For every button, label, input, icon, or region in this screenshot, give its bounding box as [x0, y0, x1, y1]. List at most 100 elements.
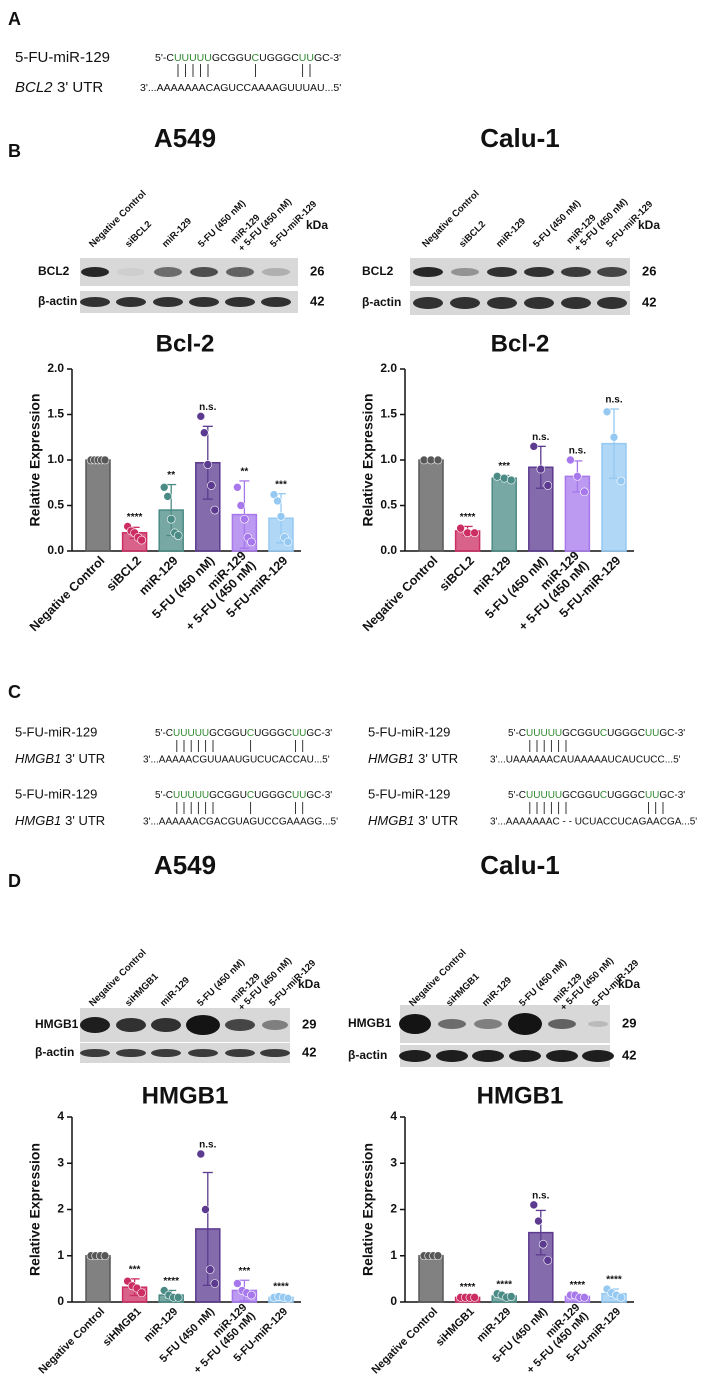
column-title: A549 — [154, 850, 216, 880]
utr-sequence: 3'...AAAAAAAC - - UCUACCUCAGAACGA...5' — [490, 817, 697, 828]
y-axis-label: Relative Expression — [360, 393, 376, 526]
y-tick-label: 0 — [390, 1294, 397, 1308]
blot-row-label: β-actin — [38, 294, 77, 308]
y-tick-label: 2.0 — [47, 361, 64, 375]
bar — [491, 477, 517, 552]
sequence-segment: GC-3' — [314, 52, 341, 64]
y-tick-label: 2 — [57, 1202, 64, 1216]
x-tick-label: siHMGB1 — [101, 1306, 144, 1349]
alignment-label: 5-FU-miR-129 — [15, 786, 97, 801]
sequence-segment: GCGGU — [209, 790, 247, 801]
mirna-sequence: 5'-CUUUUUGCGGUCUGGGCUUGC-3' — [508, 790, 685, 801]
chart-title: Bcl-2 — [491, 330, 550, 357]
data-point — [196, 412, 206, 421]
kda-header: kDa — [638, 218, 660, 232]
y-tick-label: 4 — [390, 1109, 397, 1123]
utr-label: HMGB1 3' UTR — [15, 751, 105, 766]
sequence-segment: GCGGU — [562, 790, 600, 801]
gene-name: HMGB1 — [368, 813, 414, 828]
significance-label: **** — [496, 1279, 512, 1290]
significance-label: *** — [275, 479, 287, 490]
mirna-sequence: 5'-CUUUUUGCGGUCUGGGCUUGC-3' — [155, 728, 332, 739]
data-point — [433, 1251, 443, 1261]
data-point — [166, 514, 176, 524]
data-point — [536, 464, 546, 474]
blot-row-label: BCL2 — [38, 264, 70, 278]
sequence-segment: GCGGU — [562, 728, 600, 739]
data-point — [506, 475, 516, 485]
molecular-weight: 42 — [302, 1044, 316, 1059]
y-tick-label: 1.5 — [47, 407, 64, 421]
bar — [418, 1255, 444, 1303]
bar — [85, 1255, 111, 1303]
panel-letter: D — [8, 871, 21, 891]
lane-label: miR-129 — [158, 975, 192, 1009]
data-point — [210, 505, 220, 515]
sequence-segment: UGGGC — [607, 790, 645, 801]
kda-header: kDa — [618, 977, 640, 991]
sequence-segment: UGGGC — [254, 728, 292, 739]
sequence-segment: UGGGC — [259, 52, 299, 64]
data-point — [137, 535, 146, 545]
data-point — [456, 523, 465, 533]
sequence-segment: UU — [292, 728, 306, 739]
utr-label: HMGB1 3' UTR — [368, 751, 458, 766]
data-point — [203, 460, 213, 469]
y-axis-label: Relative Expression — [360, 1143, 376, 1276]
x-tick-label: Negative Control — [369, 1306, 440, 1377]
significance-label: n.s. — [532, 432, 549, 443]
mirna-sequence: 5'-CUUUUUGCGGUCUGGGCUUGC-3' — [155, 52, 341, 64]
data-point — [173, 531, 183, 540]
utr-sequence: 3'...UAAAAAACAUAAAAAUCAUCUCC...5' — [490, 755, 681, 766]
lane-label: miR-129+ 5-FU (450 nM) — [228, 188, 293, 253]
blot-row-label: HMGB1 — [348, 1016, 392, 1030]
utr-suffix: 3' UTR — [65, 813, 105, 828]
significance-label: **** — [460, 1282, 476, 1293]
western-blot — [80, 258, 298, 313]
lane-label: miR-129 — [160, 216, 194, 250]
sequence-segment: GCGGU — [212, 52, 252, 64]
western-blot — [410, 258, 630, 315]
data-point — [233, 482, 242, 492]
utr-sequence: 3'...AAAAAACGACGUAGUCCGAAAGG...5' — [143, 817, 338, 828]
data-point — [236, 501, 246, 510]
y-tick-label: 0.5 — [380, 498, 397, 512]
blot-row-label: HMGB1 — [35, 1017, 79, 1031]
panel-letter: A — [8, 9, 21, 29]
sequence-segment: GCGGU — [209, 728, 247, 739]
data-point — [247, 537, 256, 547]
molecular-weight: 42 — [622, 1047, 636, 1062]
sequence-segment: GC-3' — [306, 728, 332, 739]
y-axis-label: Relative Expression — [27, 1143, 43, 1276]
data-point — [201, 1205, 210, 1214]
error-bar — [609, 408, 619, 479]
lane-label: siBCL2 — [457, 219, 488, 250]
y-tick-label: 1 — [390, 1248, 397, 1262]
y-tick-label: 1.5 — [380, 407, 397, 421]
column-title: Calu-1 — [480, 123, 559, 153]
data-point — [499, 473, 509, 483]
sequence-segment: 5'-C — [508, 790, 526, 801]
data-point — [543, 481, 553, 490]
alignment-label: 5-FU-miR-129 — [368, 786, 450, 801]
blot-row-label: β-actin — [348, 1048, 387, 1062]
chart-title: HMGB1 — [142, 1082, 229, 1109]
blot-row-label: β-actin — [35, 1045, 74, 1059]
significance-label: n.s. — [605, 395, 622, 406]
x-tick-label: Negative Control — [27, 554, 108, 635]
data-point — [529, 1200, 539, 1210]
molecular-weight: 42 — [310, 293, 324, 308]
data-point — [207, 481, 216, 490]
data-point — [506, 1292, 516, 1301]
sequence-segment: GC-3' — [659, 728, 685, 739]
molecular-weight: 42 — [642, 294, 656, 309]
alignment-label: 5-FU-miR-129 — [368, 724, 450, 739]
data-point — [173, 1293, 183, 1302]
lane-label: miR-129 — [480, 975, 514, 1009]
significance-label: **** — [570, 1280, 586, 1291]
sequence-segment: 5'-C — [155, 790, 173, 801]
data-point — [580, 1293, 589, 1302]
data-point — [602, 407, 612, 417]
molecular-weight: 29 — [622, 1015, 636, 1030]
